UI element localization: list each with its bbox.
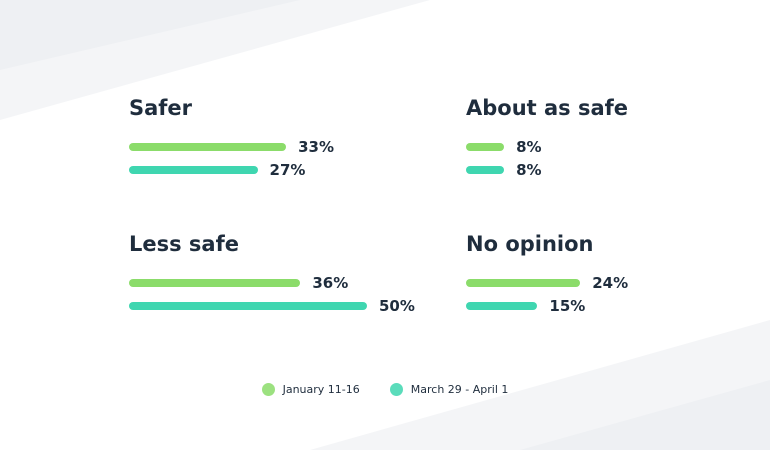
panel-no-opinion: No opinion 24% 15%	[466, 232, 766, 332]
bar-series-1	[466, 143, 505, 151]
panel-title: About as safe	[466, 96, 629, 120]
bar-series-2	[466, 166, 505, 174]
bar-series-2	[129, 302, 367, 310]
bar-value-label: 8%	[516, 161, 542, 179]
legend-item-series-2: March 29 - April 1	[389, 383, 509, 396]
legend-label-series-2: March 29 - April 1	[410, 383, 509, 396]
panel-title: Less safe	[129, 232, 239, 256]
legend-item-series-1: January 11-16	[261, 383, 360, 396]
bar-series-1	[129, 279, 301, 287]
legend-label-series-1: January 11-16	[282, 383, 360, 396]
bar-value-label: 33%	[298, 138, 334, 156]
panel-title: Safer	[129, 96, 193, 120]
bar-value-label: 27%	[269, 161, 306, 179]
legend-swatch-series-1	[261, 383, 275, 396]
panel-safer: Safer 33% 27%	[129, 96, 429, 196]
legend-swatch-series-2	[389, 383, 403, 396]
bar-series-2	[466, 302, 538, 310]
bar-series-1	[466, 279, 581, 287]
panel-about-as-safe: About as safe 8% 8%	[466, 96, 766, 196]
bar-value-label: 36%	[312, 274, 349, 292]
bar-series-2	[129, 166, 258, 174]
legend: January 11-16 March 29 - April 1	[0, 383, 770, 396]
bar-value-label: 15%	[549, 297, 586, 315]
panel-less-safe: Less safe 36% 50%	[129, 232, 429, 332]
bar-value-label: 8%	[516, 138, 542, 156]
bar-value-label: 24%	[592, 274, 629, 292]
bar-series-1	[129, 143, 287, 151]
bar-value-label: 50%	[379, 297, 415, 315]
panel-title: No opinion	[466, 232, 594, 256]
